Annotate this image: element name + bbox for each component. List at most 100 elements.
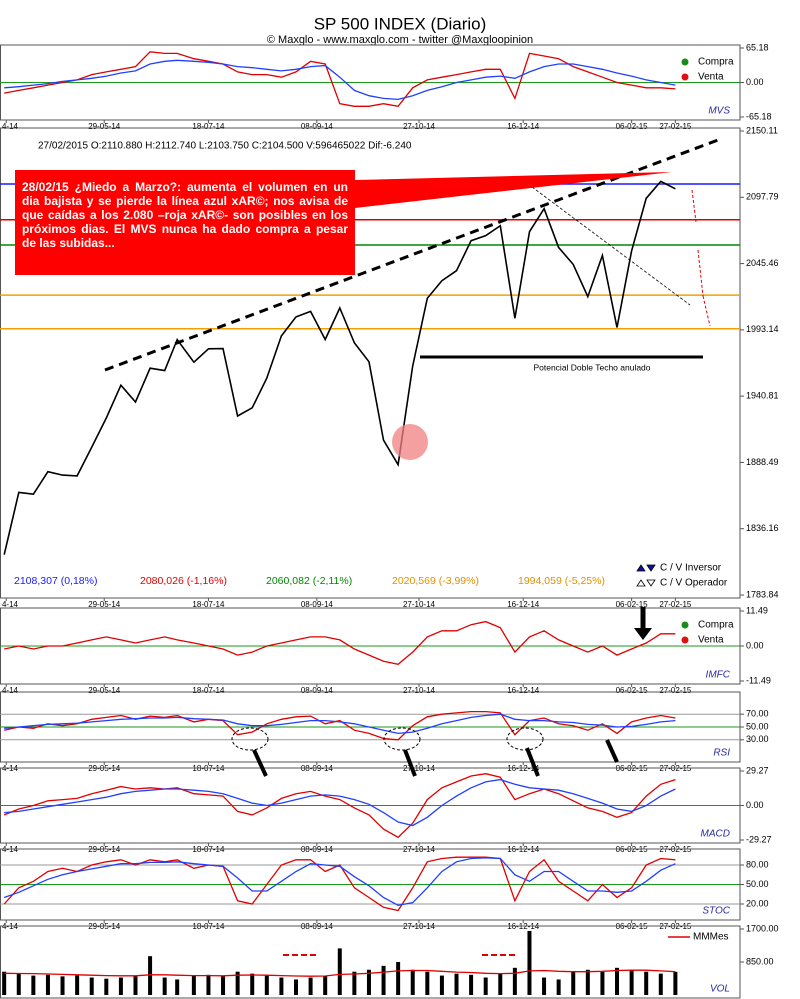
volume-bar xyxy=(483,977,488,995)
volume-bar xyxy=(16,973,21,995)
series-line xyxy=(3,856,676,912)
volume-bar xyxy=(60,976,65,995)
x-tick-label: 08-09-14 xyxy=(301,922,334,931)
y-tick-label: -65.18 xyxy=(746,111,772,121)
x-tick-label: 16-12-14 xyxy=(507,686,540,695)
legend-label: MMMes xyxy=(693,932,729,943)
volume-bar xyxy=(323,975,328,995)
volume-bar xyxy=(410,969,415,995)
level-label: 2060,082 (-2,11%) xyxy=(266,575,352,587)
volume-bar xyxy=(31,975,36,995)
series-line xyxy=(4,620,676,666)
legend-marker xyxy=(681,73,689,81)
y-tick-label: 50.00 xyxy=(746,721,769,731)
volume-bar xyxy=(337,948,342,995)
level-label: 2020,569 (-3,99%) xyxy=(392,575,479,587)
volume-bar xyxy=(454,973,459,995)
y-tick-label: 0.00 xyxy=(746,640,764,650)
legend-label: Compra xyxy=(698,57,734,68)
x-tick-label: 18-07-14 xyxy=(192,600,225,609)
volume-bar xyxy=(89,977,94,995)
panel-label: MVS xyxy=(708,106,730,117)
volume-bar xyxy=(45,974,50,995)
price-info: 27/02/2015 O:2110.880 H:2112.740 L:2103.… xyxy=(38,141,412,152)
annotation-box xyxy=(15,170,672,275)
volume-bar xyxy=(308,977,313,995)
x-tick-label: 08-09-14 xyxy=(301,764,334,773)
volume-bar xyxy=(235,971,240,995)
x-tick-label: 18-07-14 xyxy=(192,764,225,773)
trend-line xyxy=(519,177,691,306)
volume-bar xyxy=(396,962,401,995)
volume-bar xyxy=(381,965,386,995)
x-tick-label: 27-10-14 xyxy=(403,922,436,931)
series-line xyxy=(4,59,676,101)
series-line xyxy=(4,51,676,108)
x-tick-label: 27-02-15 xyxy=(659,122,692,131)
volume-bar xyxy=(644,971,649,995)
x-tick-label: 4-14 xyxy=(2,600,19,609)
x-tick-label: 4-14 xyxy=(2,845,19,854)
arrow xyxy=(691,189,697,223)
legend-label: Compra xyxy=(698,620,734,631)
y-tick-label: 20.00 xyxy=(746,898,769,908)
x-tick-label: 16-12-14 xyxy=(507,922,540,931)
y-tick-label: -11.49 xyxy=(746,675,771,685)
legend-marker xyxy=(636,564,646,572)
y-tick-label: 1783.84 xyxy=(746,589,779,599)
x-tick-label: 27-10-14 xyxy=(403,600,436,609)
y-tick-label: 1700.00 xyxy=(746,923,779,933)
x-tick-label: 27-02-15 xyxy=(659,600,692,609)
volume-bar xyxy=(571,971,576,995)
volume-bar xyxy=(75,975,80,995)
x-tick-label: 06-02-15 xyxy=(616,764,649,773)
volume-bar xyxy=(148,956,153,995)
x-tick-label: 06-02-15 xyxy=(616,600,649,609)
rsi-circles xyxy=(231,727,544,751)
series-line xyxy=(3,180,676,555)
x-tick-label: 27-10-14 xyxy=(403,122,436,131)
x-tick-label: 27-02-15 xyxy=(659,922,692,931)
x-tick-label: 29-05-14 xyxy=(88,600,121,609)
volume-bar xyxy=(104,978,109,995)
volume-bar xyxy=(162,977,167,995)
x-tick-label: 29-05-14 xyxy=(88,122,121,131)
legend-marker xyxy=(681,636,689,644)
x-tick-label: 4-14 xyxy=(2,922,19,931)
y-tick-label: 11.49 xyxy=(746,605,768,615)
volume-bar xyxy=(191,975,196,995)
x-tick-label: 27-02-15 xyxy=(659,686,692,695)
arrow xyxy=(697,249,704,297)
legend-marker xyxy=(646,579,656,587)
volume-bar xyxy=(512,967,517,995)
x-tick-label: 29-05-14 xyxy=(88,686,121,695)
rsi-arrows xyxy=(252,739,619,777)
volume-bar xyxy=(556,979,561,995)
y-tick-label: 2150.11 xyxy=(746,125,778,135)
x-tick-label: 06-02-15 xyxy=(616,122,649,131)
panel-frame xyxy=(0,127,741,599)
volume-bar xyxy=(366,969,371,995)
x-tick-label: 08-09-14 xyxy=(301,845,334,854)
chart-title: SP 500 INDEX (Diario) xyxy=(314,14,487,33)
volume-bar xyxy=(527,930,532,995)
volume-bar xyxy=(658,973,663,995)
volume-bar xyxy=(2,971,7,995)
volume-bar xyxy=(133,976,138,995)
y-tick-label: 1940.81 xyxy=(746,391,779,401)
y-tick-label: 65.18 xyxy=(746,42,769,52)
y-tick-label: 80.00 xyxy=(746,859,769,869)
y-tick-label: 1993.14 xyxy=(746,324,779,334)
legend-marker xyxy=(646,564,656,572)
arrow xyxy=(702,295,711,327)
y-tick-label: 0.00 xyxy=(746,77,764,87)
y-tick-label: 50.00 xyxy=(746,879,769,889)
level-label: 2108,307 (0,18%) xyxy=(14,575,97,587)
panel-label: MACD xyxy=(701,829,730,840)
x-tick-label: 29-05-14 xyxy=(88,764,121,773)
volume-bar xyxy=(585,969,590,995)
panel-label: RSI xyxy=(713,748,730,759)
volume-bar xyxy=(600,971,605,995)
